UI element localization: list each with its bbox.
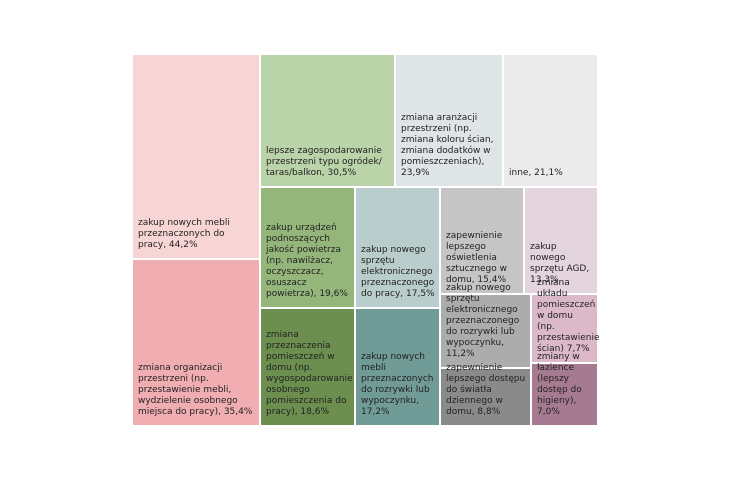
treemap-cell: zapewnienie lepszego dostępu do światła … <box>441 363 530 425</box>
cell-label: zakup nowego sprzętu elektronicznego prz… <box>361 245 435 299</box>
cell-label: zmiana układu pomieszczeń w domu (np. pr… <box>537 278 600 354</box>
treemap-cell: zakup nowego sprzętu elektronicznego prz… <box>441 283 530 367</box>
cell-label: inne, 21,1% <box>509 168 563 178</box>
treemap-cell: inne, 21,1% <box>504 55 597 186</box>
cell-label: zapewnienie lepszego oświetlenia sztuczn… <box>446 231 508 285</box>
cell-label: zmiana aranżacji przestrzeni (np. zmiana… <box>401 113 494 178</box>
treemap-cell: zakup nowych mebli przeznaczonych do pra… <box>133 55 259 258</box>
treemap-cell: zmiana organizacji przestrzeni (np. prze… <box>133 260 259 425</box>
treemap-cell: zakup nowego sprzętu elektronicznego prz… <box>356 188 439 307</box>
cell-label: zakup nowego sprzętu elektronicznego prz… <box>446 283 520 359</box>
treemap-cell: zakup nowego sprzętu AGD, 13,3% <box>525 188 597 293</box>
cell-label: lepsze zagospodarowanie przestrzeni typu… <box>266 146 382 178</box>
treemap-cell: zmiana układu pomieszczeń w domu (np. pr… <box>532 278 600 362</box>
cell-label: zmiana przeznaczenia pomieszczeń w domu … <box>266 330 353 417</box>
cell-label: zakup nowych mebli przeznaczonych do roz… <box>361 352 434 417</box>
treemap-cell: zmiany w łazience (lepszy dostęp do higi… <box>532 352 597 425</box>
treemap-cell: zakup urządzeń podnoszących jakość powie… <box>261 188 354 307</box>
cell-label: zakup nowego sprzętu AGD, 13,3% <box>530 242 590 285</box>
cell-label: zapewnienie lepszego dostępu do światła … <box>446 363 526 417</box>
treemap-cell: zmiana aranżacji przestrzeni (np. zmiana… <box>396 55 502 186</box>
cell-label: zakup urządzeń podnoszących jakość powie… <box>266 223 348 299</box>
cell-label: zakup nowych mebli przeznaczonych do pra… <box>138 218 230 250</box>
treemap-cell: zapewnienie lepszego oświetlenia sztuczn… <box>441 188 523 293</box>
cell-label: zmiana organizacji przestrzeni (np. prze… <box>138 363 253 417</box>
cell-label: zmiany w łazience (lepszy dostęp do higi… <box>537 352 582 417</box>
treemap-cell: lepsze zagospodarowanie przestrzeni typu… <box>261 55 394 186</box>
treemap-cell: zmiana przeznaczenia pomieszczeń w domu … <box>261 309 354 425</box>
treemap-cell: zakup nowych mebli przeznaczonych do roz… <box>356 309 439 425</box>
